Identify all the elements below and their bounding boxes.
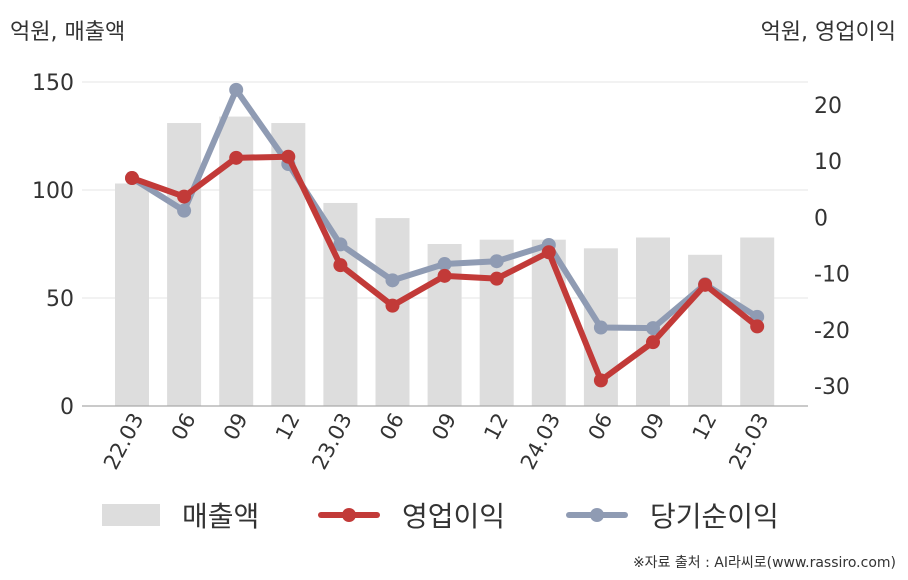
legend-swatch-operating-profit — [318, 504, 380, 526]
operating-profit-point — [125, 171, 139, 186]
y-right-tick-label: -20 — [814, 319, 850, 344]
x-tick-label: 06 — [167, 409, 201, 444]
x-tick-label: 12 — [688, 409, 722, 444]
revenue-bar — [167, 123, 202, 406]
legend-label-operating-profit: 영업이익 — [402, 500, 506, 533]
operating-profit-point — [177, 189, 192, 204]
net-income-point — [593, 320, 608, 335]
y-left-tick-label: 150 — [32, 71, 74, 96]
legend-item-operating-profit: 영업이익 — [318, 492, 505, 538]
legend-label-revenue: 매출액 — [182, 500, 260, 533]
operating-profit-point — [437, 268, 452, 283]
left-axis-unit: 억원, 매출액 — [10, 20, 126, 45]
net-income-point — [229, 82, 244, 97]
chart-legend: 매출액 영업이익 당기순이익 — [0, 492, 908, 538]
revenue-bar — [323, 202, 358, 406]
revenue-bar — [115, 183, 149, 406]
y-left-tick-label: 50 — [46, 287, 74, 312]
x-tick-label: 06 — [584, 409, 618, 444]
x-tick-label: 06 — [375, 409, 409, 444]
y-right-tick-label: 10 — [814, 150, 842, 175]
y-right-tick-label: 0 — [814, 206, 828, 231]
net-income-point — [646, 321, 660, 336]
source-note: ※자료 출처 : AI라씨로(www.rassiro.com) — [632, 555, 896, 571]
y-right-tick-label: 20 — [814, 94, 842, 119]
operating-profit-point — [750, 319, 765, 334]
x-tick-label: 12 — [479, 409, 513, 444]
y-right-tick-label: -10 — [814, 263, 850, 288]
y-left-tick-label: 0 — [60, 395, 74, 420]
operating-profit-point — [385, 298, 400, 313]
net-income-point — [333, 237, 348, 252]
legend-item-revenue: 매출액 — [102, 492, 259, 538]
x-tick-label: 09 — [427, 409, 461, 444]
operating-profit-point — [333, 258, 348, 273]
y-left-tick-label: 100 — [32, 179, 74, 204]
legend-label-net-income: 당기순이익 — [650, 500, 779, 533]
operating-profit-point — [541, 245, 556, 260]
net-income-point — [177, 203, 192, 218]
net-income-point — [385, 273, 400, 288]
legend-item-net-income: 당기순이익 — [566, 492, 779, 538]
operating-profit-point — [229, 150, 244, 165]
right-axis-unit: 억원, 영업이익 — [760, 20, 896, 45]
operating-profit-point — [281, 149, 296, 164]
operating-profit-point — [593, 373, 608, 388]
operating-profit-point — [489, 271, 504, 286]
operating-profit-point — [698, 277, 713, 292]
net-income-point — [437, 257, 452, 272]
x-tick-label: 12 — [271, 409, 305, 444]
x-tick-label: 24.03 — [516, 409, 565, 473]
x-tick-label: 22.03 — [99, 409, 148, 473]
legend-swatch-revenue — [102, 504, 160, 526]
x-tick-label: 09 — [636, 409, 670, 444]
x-tick-label: 23.03 — [307, 409, 356, 473]
operating-profit-point — [646, 335, 660, 350]
x-tick-label: 25.03 — [724, 409, 773, 473]
legend-swatch-net-income — [566, 504, 628, 526]
net-income-point — [489, 254, 504, 269]
x-tick-label: 09 — [219, 409, 253, 444]
y-right-tick-label: -30 — [814, 375, 850, 400]
